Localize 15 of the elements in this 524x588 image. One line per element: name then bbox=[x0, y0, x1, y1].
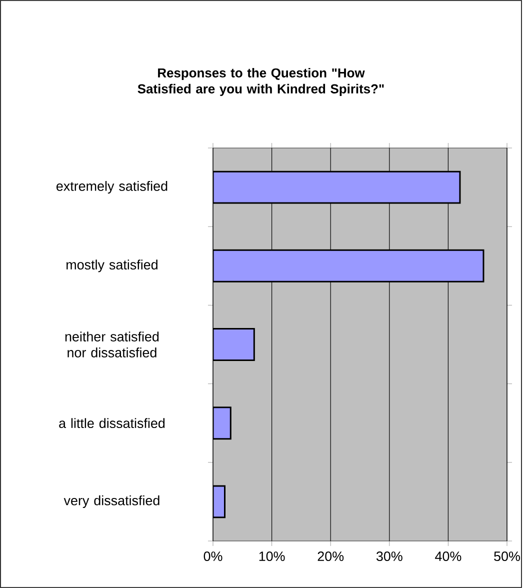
x-tick-label: 30% bbox=[376, 552, 402, 562]
chart-title: Responses to the Question "How Satisfied are you with Kindred Spirits?" bbox=[138, 68, 384, 96]
x-tick-label: 0% bbox=[204, 552, 222, 562]
y-tick-label: neither satisfied nor dissatisfied bbox=[66, 332, 159, 358]
bar bbox=[213, 170, 461, 204]
x-tick-label: 20% bbox=[318, 552, 344, 562]
bar bbox=[213, 328, 256, 361]
x-tick-label: 50% bbox=[494, 552, 520, 562]
x-tick-label: 40% bbox=[435, 552, 462, 562]
y-tick-label: mostly satisfied bbox=[66, 260, 158, 272]
y-tick-label: a little dissatisfied bbox=[59, 418, 165, 428]
x-tick-label: 10% bbox=[259, 552, 285, 562]
y-tick-label: extremely satisfied bbox=[56, 181, 168, 194]
y-tick-label: very dissatisfied bbox=[64, 495, 160, 508]
bar bbox=[213, 249, 484, 282]
